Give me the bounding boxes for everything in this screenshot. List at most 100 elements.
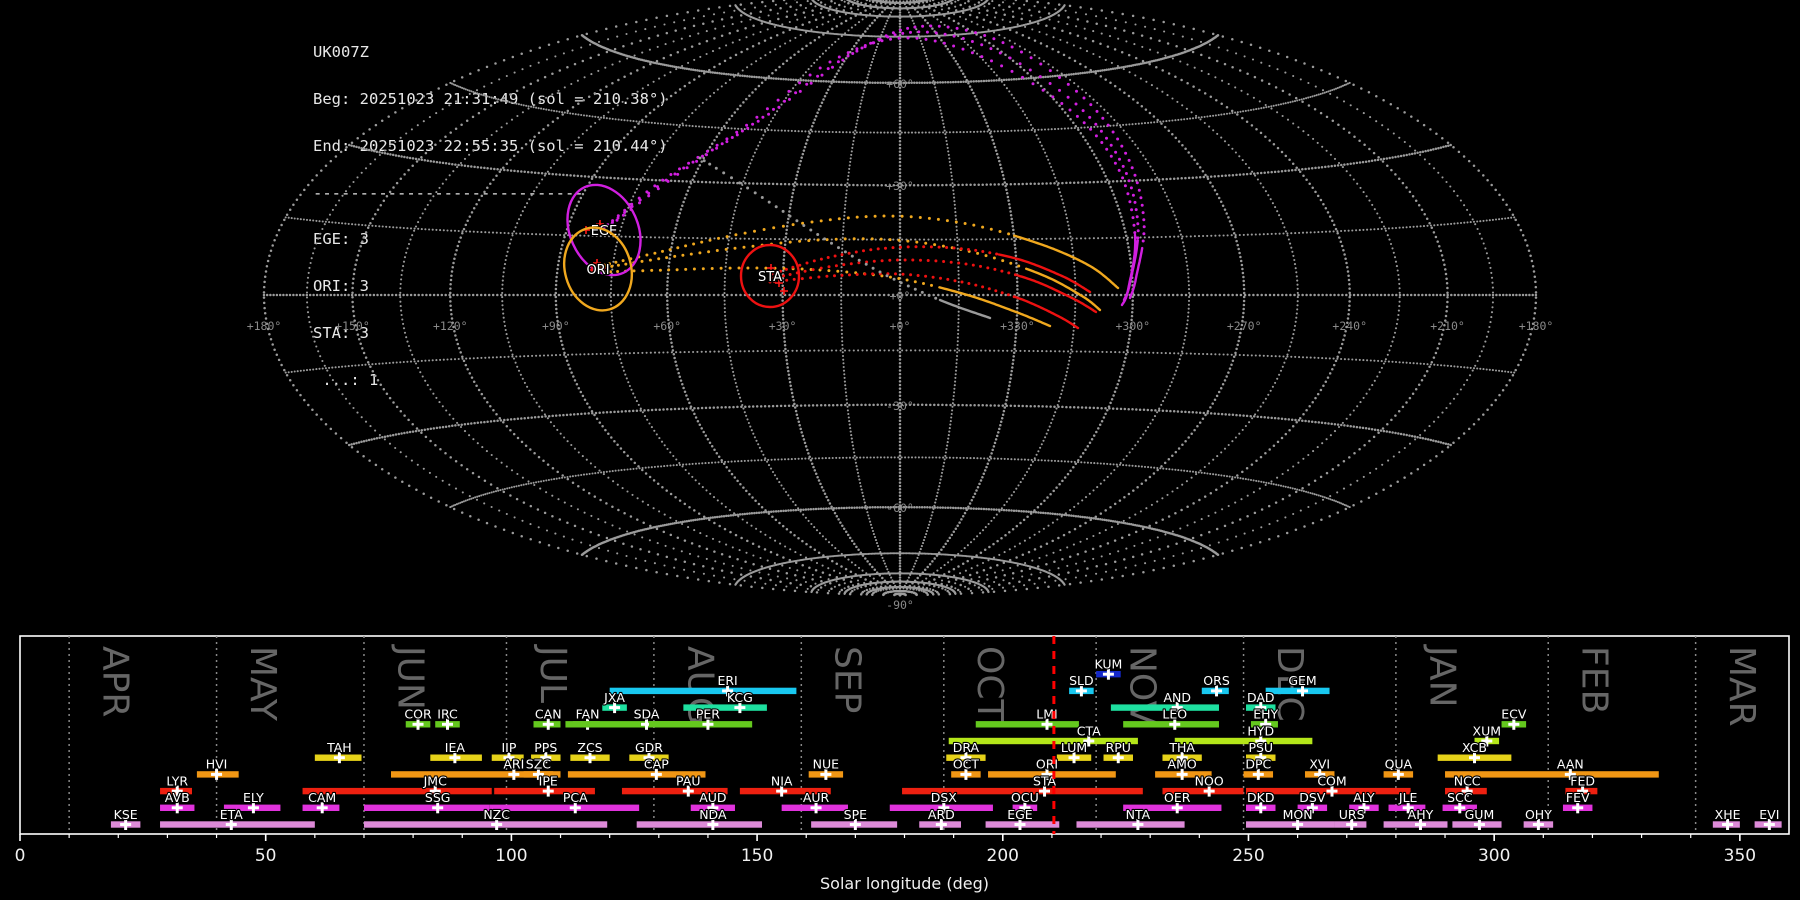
peak-marker <box>609 702 621 714</box>
shower-bar[interactable]: XHE <box>1712 806 1742 830</box>
shower-bar[interactable]: ORS <box>1201 672 1231 697</box>
shower-bar[interactable]: CAN <box>533 705 563 730</box>
shower-bar[interactable]: KSE <box>110 806 141 830</box>
shower-bar[interactable]: QUA <box>1383 756 1414 780</box>
shower-bar[interactable]: PER <box>648 705 753 730</box>
shower-bar[interactable]: IEA <box>430 739 482 764</box>
shower-bar[interactable]: ARD <box>919 806 962 830</box>
shower-bar[interactable]: NCC <box>1445 772 1487 797</box>
shower-bar[interactable]: DPC <box>1243 756 1274 780</box>
shower-bar[interactable]: EHY <box>1250 705 1280 730</box>
shower-code-label: SSG <box>425 790 451 805</box>
shower-bar[interactable]: ARI <box>390 756 561 780</box>
shower-bar[interactable]: PSU <box>1246 739 1276 764</box>
peak-marker <box>247 802 259 814</box>
shower-bar[interactable]: EVI <box>1754 806 1782 830</box>
shower-bar[interactable]: NIA <box>739 772 831 797</box>
shower-bar[interactable]: ECV <box>1500 705 1528 730</box>
shower-bar[interactable]: OHY <box>1523 806 1553 830</box>
shower-bar[interactable]: SSG <box>363 789 490 814</box>
shower-bar[interactable]: TAH <box>314 739 362 764</box>
shower-bar[interactable]: XCB <box>1437 739 1512 764</box>
shower-bar[interactable]: AAN <box>1445 756 1659 780</box>
shower-bar[interactable]: CTA <box>948 722 1138 747</box>
shower-bar[interactable]: FEV <box>1562 789 1593 814</box>
shower-bar[interactable]: AND <box>1110 689 1219 714</box>
dec-tick-label: +60° <box>886 77 914 91</box>
shower-bar[interactable]: IPE <box>494 772 595 797</box>
shower-bar[interactable]: NDA <box>636 806 762 830</box>
shower-bar[interactable]: GUM <box>1452 806 1502 830</box>
shower-bar[interactable]: OCT <box>951 756 981 780</box>
shower-bar[interactable]: GDR <box>629 739 669 764</box>
shower-bar[interactable]: DAD <box>1246 689 1276 714</box>
shower-bar[interactable]: SZC <box>523 756 554 780</box>
shower-bar[interactable]: JXA <box>602 689 627 714</box>
shower-bar[interactable]: PPS <box>531 739 561 764</box>
peak-marker <box>120 819 132 830</box>
shower-bar[interactable]: SDA <box>565 705 699 730</box>
shower-bar[interactable]: MON <box>1246 806 1335 830</box>
shower-bar[interactable]: NOO <box>1162 772 1244 797</box>
peak-marker <box>1260 718 1272 730</box>
shower-bar[interactable]: HVI <box>196 756 239 780</box>
shower-bar[interactable]: RPU <box>1103 739 1133 764</box>
shower-bar[interactable]: NUE <box>808 756 844 780</box>
shower-bar[interactable]: AUD <box>690 789 735 814</box>
shower-bar[interactable]: OCU <box>1010 789 1040 814</box>
shower-bar[interactable]: KUM <box>1093 655 1123 680</box>
shower-bar[interactable]: XUM <box>1471 722 1502 747</box>
shower-bar[interactable]: CAM <box>302 789 340 814</box>
shower-bar[interactable]: COR <box>403 705 433 730</box>
shower-bar[interactable]: URS <box>1334 806 1367 830</box>
activity-range <box>363 804 490 811</box>
shower-bar[interactable]: ETA <box>160 806 315 830</box>
shower-bar[interactable]: ALY <box>1349 789 1379 814</box>
shower-bar[interactable]: GEM <box>1265 672 1330 697</box>
peak-marker <box>1203 785 1215 797</box>
shower-bar[interactable]: KCG <box>683 689 767 714</box>
shower-bar[interactable]: IRC <box>435 705 460 730</box>
shower-bar[interactable]: JMC <box>302 772 492 797</box>
shower-code-label: LUM <box>1061 740 1087 755</box>
shower-bar[interactable]: ERI <box>609 672 797 697</box>
shower-bar[interactable]: ZCS <box>570 739 610 764</box>
shower-bar[interactable]: PCA <box>489 789 640 814</box>
peak-marker <box>1454 802 1466 814</box>
shower-bar[interactable]: JLE <box>1388 789 1426 814</box>
shower-bar[interactable]: AVB <box>160 789 195 814</box>
shower-bar[interactable]: LUM <box>1056 739 1092 764</box>
shower-code-label: CAM <box>308 790 336 805</box>
shower-bar[interactable]: NTA <box>1076 806 1185 830</box>
peak-marker <box>1255 702 1267 714</box>
shower-bar[interactable]: AHY <box>1383 806 1448 830</box>
activity-range <box>302 787 492 795</box>
shower-code-label: JLE <box>1398 790 1418 805</box>
ra-tick-label: +120° <box>433 319 468 333</box>
shower-bar[interactable]: LEO <box>1123 705 1219 730</box>
shower-bar[interactable]: IIP <box>491 739 524 764</box>
shower-bar[interactable]: COM <box>1246 772 1411 797</box>
shower-bar[interactable]: DRA <box>946 739 986 764</box>
shower-bar[interactable]: AUR <box>781 789 848 814</box>
shower-bar[interactable]: CAP <box>567 756 706 780</box>
shower-bar[interactable]: ELY <box>223 789 281 814</box>
shower-bar[interactable]: LYR <box>160 772 192 797</box>
shower-bar[interactable]: OER <box>1123 789 1222 814</box>
shower-bar[interactable]: DSV <box>1297 789 1328 814</box>
shower-bar[interactable]: XVI <box>1304 756 1335 780</box>
shower-bar[interactable]: PAU <box>621 772 728 797</box>
shower-bar[interactable]: SPE <box>811 806 898 830</box>
shower-bar[interactable]: THA <box>1162 739 1202 764</box>
shower-bar[interactable]: SCC <box>1442 789 1477 814</box>
shower-bar[interactable]: FED <box>1565 772 1598 797</box>
shower-bar[interactable]: DKD <box>1246 789 1276 814</box>
shower-bar[interactable]: AMO <box>1155 756 1212 780</box>
shower-bar[interactable]: HYD <box>1174 722 1313 747</box>
shower-bar[interactable]: STA <box>902 772 1143 797</box>
shower-bar[interactable]: EGE <box>985 806 1060 830</box>
shower-bar[interactable]: DSX <box>889 789 993 814</box>
shower-bar[interactable]: NZC <box>363 806 608 830</box>
peak-marker <box>1255 735 1267 747</box>
shower-bar[interactable]: SLD <box>1068 672 1095 697</box>
